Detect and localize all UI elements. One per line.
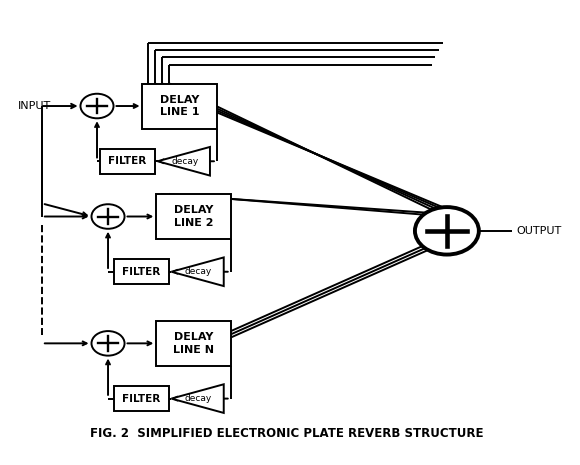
- Text: DELAY
LINE N: DELAY LINE N: [173, 332, 214, 354]
- Text: FILTER: FILTER: [122, 393, 160, 404]
- Bar: [114, 386, 169, 411]
- Bar: [143, 84, 217, 128]
- Bar: [100, 149, 155, 174]
- Text: FILTER: FILTER: [108, 156, 146, 166]
- Bar: [114, 259, 169, 285]
- Text: DELAY
LINE 1: DELAY LINE 1: [160, 95, 200, 117]
- Text: INPUT: INPUT: [18, 101, 52, 111]
- Text: decay: decay: [185, 267, 212, 276]
- Text: OUTPUT: OUTPUT: [516, 226, 561, 236]
- Text: decay: decay: [171, 157, 198, 166]
- Bar: [156, 194, 231, 239]
- Text: FILTER: FILTER: [122, 267, 160, 277]
- Text: FIG. 2  SIMPLIFIED ELECTRONIC PLATE REVERB STRUCTURE: FIG. 2 SIMPLIFIED ELECTRONIC PLATE REVER…: [90, 426, 484, 439]
- Polygon shape: [172, 258, 224, 286]
- Text: DELAY
LINE 2: DELAY LINE 2: [173, 206, 213, 228]
- Bar: [156, 321, 231, 366]
- Polygon shape: [158, 147, 210, 176]
- Polygon shape: [172, 384, 224, 413]
- Text: decay: decay: [185, 394, 212, 403]
